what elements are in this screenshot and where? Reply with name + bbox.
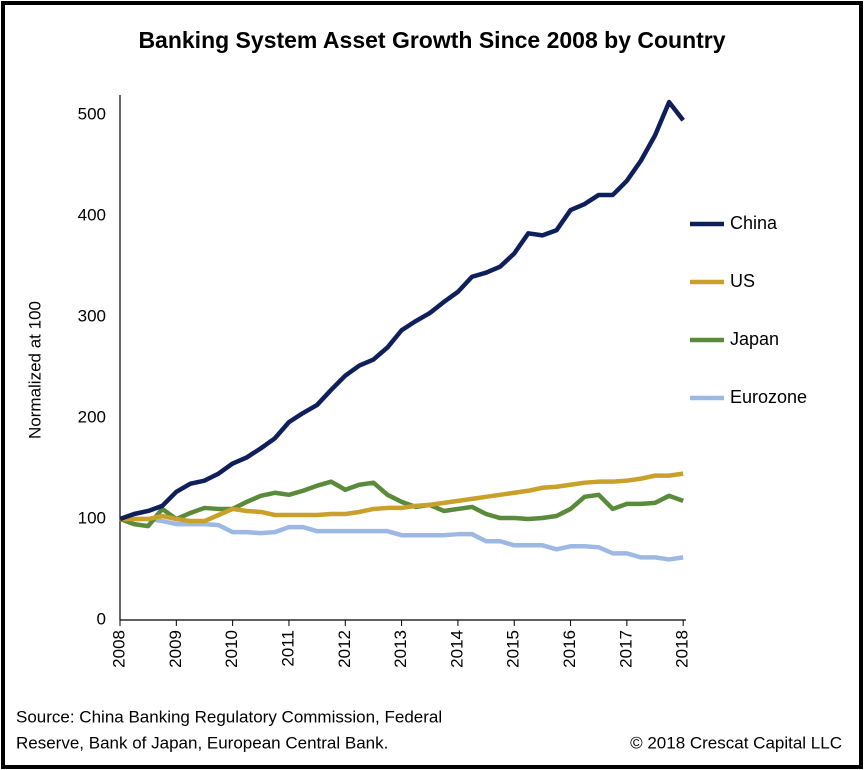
x-tick-label: 2013 xyxy=(391,630,410,668)
source: Reserve, Bank of Japan, European Central… xyxy=(16,733,388,752)
x-tick-label: 2009 xyxy=(166,630,185,668)
copyright: © 2018 Crescat Capital LLC xyxy=(630,733,842,752)
x-tick-label: 2011 xyxy=(278,630,297,667)
x-tick-label: 2017 xyxy=(616,630,635,668)
x-tick-label: 2016 xyxy=(560,630,579,668)
y-axis-label: Normalized at 100 xyxy=(25,301,44,439)
x-tick-label: 2015 xyxy=(504,630,523,668)
source: Source: China Banking Regulatory Commiss… xyxy=(16,707,442,726)
legend-label: China xyxy=(730,213,778,233)
x-tick-label: 2012 xyxy=(335,630,354,668)
y-tick-label: 500 xyxy=(78,105,106,124)
y-tick-label: 100 xyxy=(78,509,106,528)
legend-label: Eurozone xyxy=(730,387,807,407)
line-series xyxy=(119,99,685,522)
y-tick-label: 300 xyxy=(78,307,106,326)
x-tick-label: 2008 xyxy=(109,630,128,668)
x-tick-label: 2018 xyxy=(673,630,692,668)
line-series xyxy=(119,479,684,529)
line-series xyxy=(120,471,684,524)
line-series xyxy=(120,516,684,562)
y-tick-label: 400 xyxy=(78,206,106,225)
y-tick-label: 200 xyxy=(78,408,106,427)
legend-label: Japan xyxy=(730,329,779,349)
x-tick-label: 2014 xyxy=(447,630,466,668)
chart-title: Banking System Asset Growth Since 2008 b… xyxy=(138,27,725,53)
x-tick-label: 2010 xyxy=(222,630,241,668)
legend-label: US xyxy=(730,271,755,291)
y-tick-label: 0 xyxy=(97,609,106,628)
